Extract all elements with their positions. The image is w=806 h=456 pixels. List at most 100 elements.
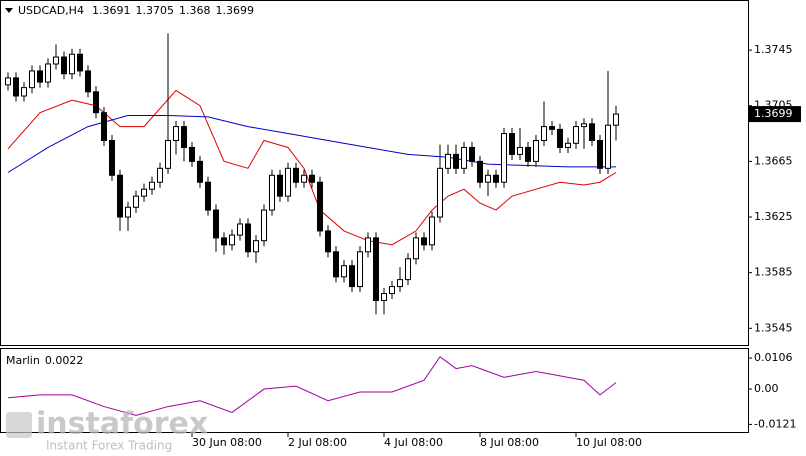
watermark-brand: instaforex [36,407,208,442]
candle-body [341,265,347,278]
indicator-name: Marlin [6,354,40,367]
candle-body [501,133,507,183]
header-close: 1.3699 [215,4,254,17]
candle-body [125,206,131,218]
indicator-pane [0,348,749,433]
candle-body [333,251,339,278]
candle-body [493,174,499,183]
candle-body [597,140,603,169]
price-tag [749,106,801,123]
candle-body [469,146,475,162]
candle-body [69,53,75,75]
candle-body [477,160,483,183]
main-pane [0,0,749,346]
candle-body [581,123,587,128]
candle-body [101,112,107,142]
candle-body [5,77,11,86]
candle-body [525,146,531,162]
candle-body [389,286,395,295]
candle-body [413,237,419,260]
candle-body [613,113,619,126]
candle-body [429,216,435,246]
candle-body [573,126,579,144]
candle-body [605,124,611,169]
candle-body [293,167,299,183]
candle-body [485,174,491,183]
y-tick-label: 1.3625 [754,210,793,223]
candle-body [445,153,451,169]
candle-body [189,146,195,162]
candle-body [397,279,403,288]
candle-body [229,234,235,246]
candle-body [565,142,571,148]
y-tick-label: 1.3585 [754,266,793,279]
candle-body [157,167,163,183]
candle-body [181,126,187,148]
candle-body [165,140,171,169]
y-tick-label: 0.0106 [754,351,793,364]
candle-body [253,240,259,253]
x-tick-label: 2 Jul 08:00 [288,436,347,449]
candle-body [29,70,35,89]
candle-body [149,181,155,190]
candle-body [541,126,547,142]
candle-body [437,167,443,218]
candle-body [141,188,147,197]
candle-body [213,209,219,239]
candle-body [133,195,139,208]
candle-body [261,209,267,242]
candle-body [173,126,179,142]
candle-body [317,181,323,232]
candle-body [517,146,523,155]
candle-body [205,181,211,211]
candle-body [309,174,315,183]
candle-body [549,126,555,130]
candle-body [37,70,43,83]
candle-body [245,223,251,253]
moving-average [7,89,617,246]
x-tick-label: 8 Jul 08:00 [480,436,539,449]
candle-body [237,223,243,236]
candle-body [509,133,515,155]
candle-body [93,91,99,114]
candle-body [61,56,67,75]
watermark-logo [6,412,32,438]
candle-body [533,140,539,162]
x-tick-label: 10 Jul 08:00 [576,436,642,449]
candle-body [557,128,563,148]
collapse-arrow[interactable] [5,8,13,13]
watermark-tagline: Instant Forex Trading [46,439,172,453]
y-tick-label: -0.0121 [754,417,796,430]
candle-body [589,123,595,142]
x-tick-label: 4 Jul 08:00 [384,436,443,449]
x-tick-label: 30 Jun 08:00 [192,436,262,449]
indicator-line [7,356,617,416]
candle-body [421,237,427,246]
candle-body [285,167,291,197]
y-tick-label: 0.00 [754,382,779,395]
indicator-header: Marlin 0.0022 [6,354,83,367]
candle-body [21,87,27,97]
candle-body [197,160,203,183]
candle-body [381,293,387,301]
candle-body [277,174,283,197]
candle-body [77,53,83,72]
y-tick-label: 1.3545 [754,321,793,334]
price-tag-label: 1.3699 [754,107,793,120]
candle-body [221,237,227,246]
candle-body [301,174,307,183]
watermark: instaforex Instant Forex Trading [6,407,208,453]
candle-body [405,258,411,281]
candle-body [365,237,371,253]
candle-body [269,174,275,211]
y-tick-label: 1.3665 [754,154,793,167]
candle-body [109,140,115,176]
header-open: 1.3691 [92,4,131,17]
chart-header: USDCAD,H4 1.3691 1.3705 1.368 1.3699 [18,4,254,17]
header-low: 1.368 [179,4,211,17]
candle-body [373,237,379,301]
y-tick-label: 1.3745 [754,43,793,56]
moving-average [7,114,616,173]
